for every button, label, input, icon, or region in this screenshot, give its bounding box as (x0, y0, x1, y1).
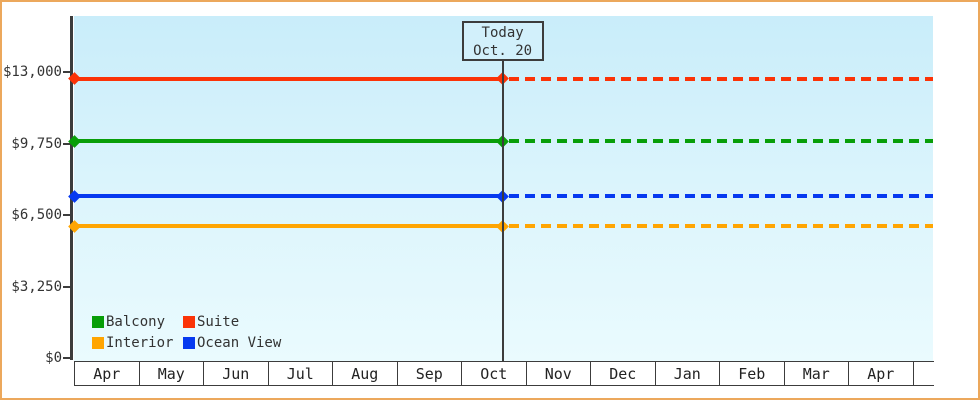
x-axis-month-cell: Jan (654, 362, 719, 385)
series-line-solid-suite (74, 76, 503, 81)
today-vertical-line (501, 61, 504, 361)
x-axis-month-cell: Apr (848, 362, 913, 385)
y-tick-label: $9,750 (11, 135, 62, 152)
series-line-dashed-suite (508, 76, 933, 81)
legend-item-suite: Suite (183, 314, 281, 330)
legend-swatch-suite (183, 316, 195, 328)
series-line-dashed-balcony (508, 139, 933, 144)
legend-label: Suite (197, 314, 240, 330)
x-axis-month-cell: Mar (783, 362, 848, 385)
today-label: Today (481, 25, 524, 41)
legend-swatch-balcony (92, 316, 104, 328)
legend-label: Ocean View (197, 335, 282, 351)
legend-item-interior: Interior (92, 335, 183, 351)
x-axis-month-cell: May (138, 362, 203, 385)
x-axis-month-cell: Feb (719, 362, 784, 385)
x-axis-month-cell: Dec (590, 362, 655, 385)
x-axis-month-cell: Jun (203, 362, 268, 385)
x-axis-month-cell: Jul (267, 362, 332, 385)
today-label-box: Today Oct. 20 (461, 21, 544, 61)
today-date-label: Oct. 20 (473, 43, 533, 59)
x-axis-month-cell: Oct (461, 362, 526, 385)
series-line-solid-ocean-view (74, 194, 503, 199)
y-axis-line (70, 16, 73, 360)
y-tick-label: $0 (45, 350, 62, 366)
series-line-dashed-interior (508, 224, 933, 228)
legend-item-ocean-view: Ocean View (183, 335, 281, 351)
series-line-dashed-ocean-view (508, 194, 933, 199)
x-axis-month-cell: Aug (332, 362, 397, 385)
y-tick-mark (63, 214, 70, 216)
legend-swatch-interior (92, 337, 104, 349)
y-tick-label: $3,250 (11, 278, 62, 295)
legend-item-balcony: Balcony (92, 314, 183, 330)
legend-swatch-ocean-view (183, 337, 195, 349)
x-axis-month-cell: Sep (396, 362, 461, 385)
legend: Balcony Suite Interior Ocean View (92, 314, 281, 351)
y-tick-mark (63, 357, 70, 359)
x-axis-month-row: Apr May Jun Jul Aug Sep Oct Nov Dec Jan Feb Mar Apr (74, 361, 934, 386)
y-tick-mark (63, 285, 70, 288)
legend-label: Interior (106, 335, 174, 351)
y-tick-label: $13,000 (2, 64, 62, 80)
legend-label: Balcony (106, 314, 166, 330)
x-axis-month-cell: Apr (74, 362, 139, 385)
series-line-solid-interior (74, 224, 503, 228)
x-axis-empty-cell (912, 362, 934, 385)
x-axis-month-cell: Nov (525, 362, 590, 385)
y-tick-mark (63, 142, 70, 145)
y-tick-mark (63, 71, 70, 73)
series-line-solid-balcony (74, 139, 503, 144)
y-tick-label: $6,500 (11, 207, 62, 223)
